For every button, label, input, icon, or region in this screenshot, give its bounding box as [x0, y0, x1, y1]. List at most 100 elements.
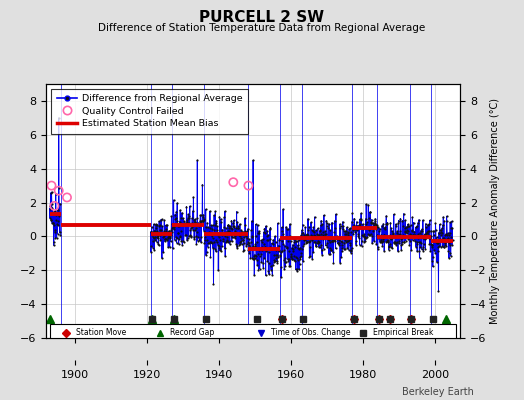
Point	[422, 224, 430, 230]
Point	[150, 228, 158, 234]
Point	[161, 238, 169, 244]
Point	[375, 234, 383, 240]
Point	[322, 222, 331, 229]
Point	[371, 216, 379, 222]
Point	[414, 220, 422, 226]
Point	[288, 256, 297, 262]
Point	[248, 218, 256, 224]
Point	[433, 239, 441, 246]
Point	[245, 236, 253, 243]
Point	[420, 240, 428, 247]
Point	[238, 229, 246, 235]
Point	[229, 179, 237, 186]
Point	[217, 231, 226, 238]
Point	[272, 246, 281, 253]
Point	[53, 230, 62, 237]
Point	[319, 232, 328, 239]
Point	[266, 224, 275, 231]
Point	[159, 230, 167, 236]
Point	[302, 232, 310, 238]
Point	[351, 224, 359, 230]
Point	[428, 244, 436, 250]
Point	[311, 232, 319, 239]
Point	[419, 248, 428, 255]
Point	[281, 255, 289, 261]
Point	[271, 258, 279, 264]
Point	[255, 229, 264, 236]
Point	[437, 232, 445, 239]
Point	[345, 226, 353, 233]
Point	[345, 237, 354, 243]
Point	[360, 239, 368, 245]
Point	[179, 238, 188, 244]
Point	[258, 236, 267, 242]
Point	[182, 221, 190, 227]
Point	[191, 219, 200, 225]
Point	[298, 227, 306, 234]
Point	[228, 234, 237, 240]
Point	[172, 239, 181, 246]
Point	[276, 252, 285, 258]
Point	[310, 214, 319, 220]
Point	[288, 256, 296, 262]
Point	[353, 227, 362, 234]
Point	[421, 246, 430, 252]
Point	[319, 229, 327, 235]
Point	[149, 235, 158, 241]
Point	[443, 232, 451, 238]
Point	[256, 245, 265, 251]
Point	[441, 240, 449, 246]
Point	[316, 222, 325, 229]
Point	[330, 235, 338, 242]
Point	[235, 241, 243, 248]
Point	[398, 239, 407, 245]
Point	[312, 243, 321, 249]
Point	[414, 239, 423, 246]
Point	[322, 242, 330, 249]
Point	[207, 239, 215, 245]
Point	[379, 220, 387, 227]
Point	[355, 224, 363, 230]
Point	[380, 232, 389, 238]
Point	[356, 216, 364, 222]
Point	[237, 240, 246, 247]
Point	[209, 245, 217, 251]
Point	[205, 239, 214, 245]
Point	[258, 244, 266, 250]
Point	[216, 216, 225, 222]
Point	[365, 215, 373, 221]
Point	[423, 230, 432, 236]
Point	[296, 253, 304, 260]
Point	[167, 213, 176, 220]
Point	[171, 216, 180, 222]
Point	[157, 231, 166, 237]
Point	[370, 238, 378, 244]
Point	[185, 215, 194, 221]
Point	[176, 207, 184, 213]
Point	[393, 239, 401, 246]
Point	[387, 234, 396, 241]
Point	[156, 237, 165, 243]
Point	[357, 216, 366, 222]
Point	[286, 233, 294, 240]
Point	[328, 238, 336, 244]
Point	[187, 225, 195, 231]
Point	[400, 239, 409, 245]
Point	[439, 222, 447, 228]
Point	[312, 243, 320, 249]
Point	[222, 228, 230, 235]
Point	[446, 250, 455, 256]
Legend: Difference from Regional Average, Quality Control Failed, Estimated Station Mean: Difference from Regional Average, Qualit…	[51, 89, 248, 134]
Point	[151, 237, 159, 243]
Point	[251, 243, 259, 250]
Point	[336, 260, 344, 266]
Point	[166, 234, 174, 240]
Point	[380, 224, 388, 231]
Point	[150, 221, 158, 227]
Point	[403, 223, 412, 230]
Point	[321, 233, 330, 239]
Point	[337, 254, 345, 261]
Point	[300, 232, 308, 238]
Point	[220, 224, 228, 231]
Point	[355, 235, 363, 241]
